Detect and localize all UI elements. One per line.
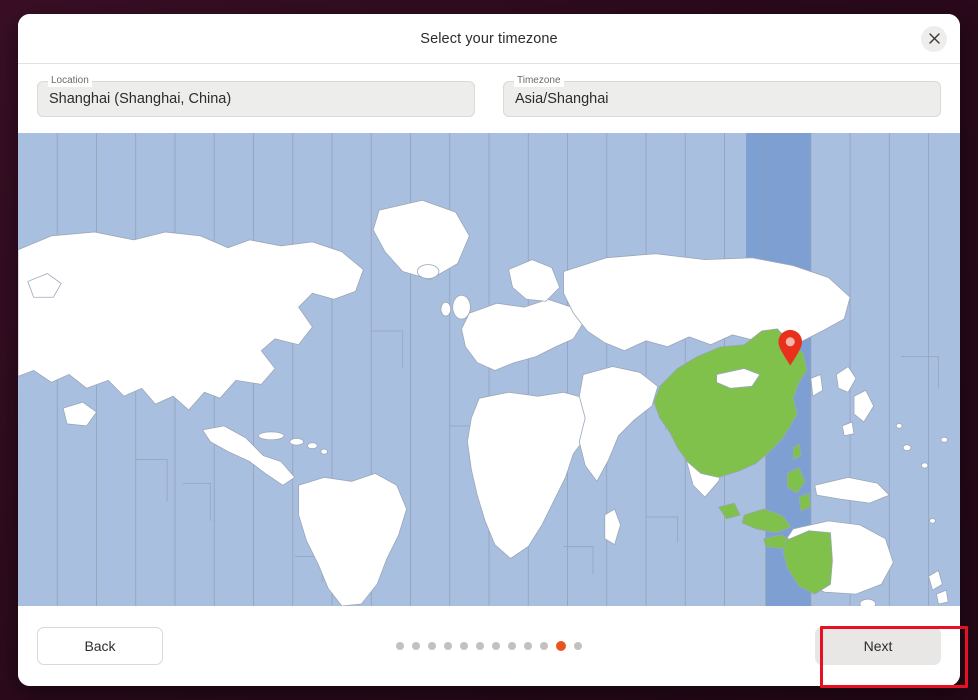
page-dot-10[interactable] — [540, 642, 548, 650]
location-marker-pin — [778, 329, 803, 366]
tasmania — [859, 598, 877, 606]
timezone-field-label: Timezone — [514, 74, 564, 87]
taiwan-highlight — [792, 443, 802, 460]
maritime-southeast-asia-highlight — [718, 467, 812, 550]
korea — [810, 374, 824, 397]
pacific-islands — [895, 423, 949, 524]
close-icon — [928, 33, 940, 44]
page-dot-3[interactable] — [428, 642, 436, 650]
page-indicator-dots — [18, 641, 960, 651]
page-dot-9[interactable] — [524, 642, 532, 650]
baja-inset — [62, 401, 97, 427]
japan — [835, 366, 875, 437]
caribbean-islands — [258, 431, 328, 455]
page-dot-5[interactable] — [460, 642, 468, 650]
china-highlight — [653, 328, 808, 478]
british-isles — [440, 294, 471, 320]
page-dot-7[interactable] — [492, 642, 500, 650]
south-asia — [578, 366, 659, 482]
page-dot-2[interactable] — [412, 642, 420, 650]
page-dot-4[interactable] — [444, 642, 452, 650]
greenland — [372, 199, 470, 280]
page-dot-6[interactable] — [476, 642, 484, 650]
page-dot-12[interactable] — [574, 642, 582, 650]
timezone-dialog: Select your timezone Location Timezone — [18, 14, 960, 686]
landmasses — [18, 199, 949, 606]
africa — [467, 391, 598, 559]
mongolia-notch — [716, 368, 761, 389]
western-australia-highlight — [782, 530, 833, 595]
timezone-field[interactable]: Timezone — [503, 74, 941, 117]
fields-row: Location Timezone — [18, 64, 960, 133]
south-america — [298, 473, 407, 606]
location-field[interactable]: Location — [37, 74, 475, 117]
world-timezone-map[interactable] — [18, 133, 960, 606]
page-dot-8[interactable] — [508, 642, 516, 650]
north-america — [18, 231, 364, 411]
dialog-footer: Back Next — [18, 606, 960, 686]
dialog-title: Select your timezone — [420, 30, 558, 47]
page-dot-11[interactable] — [556, 641, 566, 651]
page-dot-1[interactable] — [396, 642, 404, 650]
scandinavia — [508, 259, 561, 302]
next-button[interactable]: Next — [815, 627, 941, 665]
europe — [461, 298, 584, 371]
dialog-titlebar: Select your timezone — [18, 14, 960, 64]
timezone-input[interactable] — [504, 81, 940, 116]
map-canvas[interactable] — [18, 133, 960, 606]
central-america — [202, 425, 296, 486]
alaska-island — [27, 273, 62, 298]
madagascar — [604, 508, 621, 546]
new-zealand — [928, 569, 949, 605]
iceland — [416, 264, 440, 279]
back-button[interactable]: Back — [37, 627, 163, 665]
new-guinea — [814, 476, 890, 504]
location-field-label: Location — [48, 74, 92, 87]
location-input[interactable] — [38, 81, 474, 116]
close-button[interactable] — [921, 25, 947, 52]
